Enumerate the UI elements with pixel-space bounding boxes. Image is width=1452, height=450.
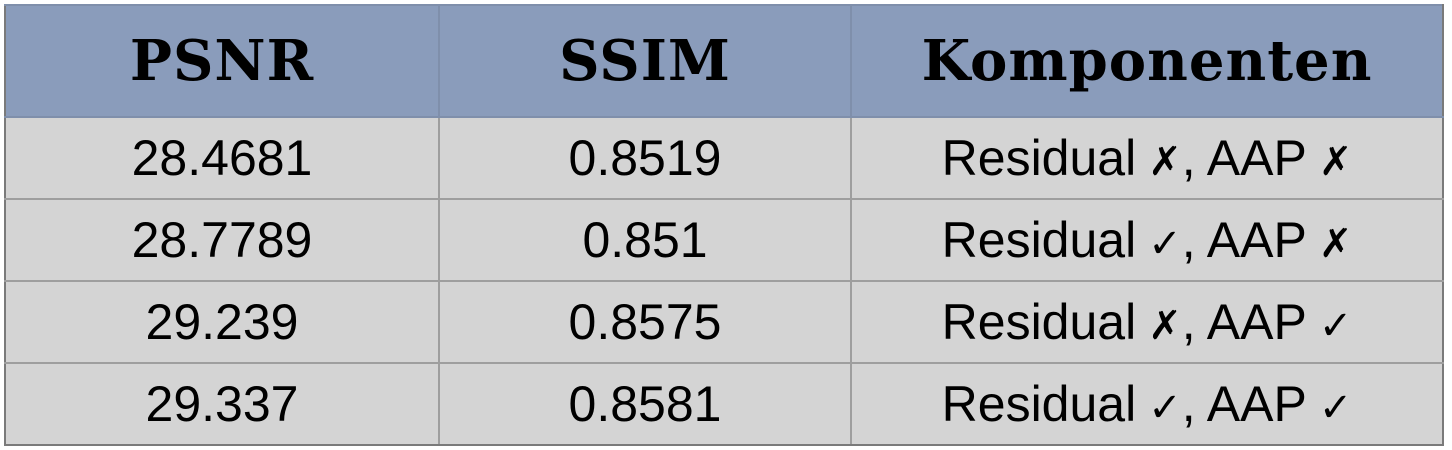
residual-mark: ✗ — [1148, 139, 1182, 185]
table-row: 29.337 0.8581 Residual ✓, AAP ✓ — [4, 362, 1444, 446]
results-table: PSNR SSIM Komponenten 28.4681 0.8519 Res… — [4, 4, 1444, 446]
components-cell: Residual ✗, AAP ✓ — [850, 280, 1444, 364]
aap-mark: ✗ — [1318, 221, 1353, 267]
residual-label: Residual — [941, 294, 1137, 350]
separator: , — [1181, 376, 1207, 432]
table-row: 28.4681 0.8519 Residual ✗, AAP ✗ — [4, 116, 1444, 200]
psnr-cell: 28.7789 — [4, 198, 440, 282]
residual-mark: ✓ — [1148, 385, 1182, 431]
aap-label: AAP — [1206, 130, 1307, 186]
psnr-cell: 28.4681 — [4, 116, 440, 200]
residual-mark: ✓ — [1148, 221, 1182, 267]
header-komponenten: Komponenten — [850, 4, 1444, 118]
table-row: 29.239 0.8575 Residual ✗, AAP ✓ — [4, 280, 1444, 364]
separator: , — [1181, 294, 1207, 350]
aap-label: AAP — [1206, 294, 1307, 350]
header-ssim: SSIM — [438, 4, 852, 118]
components-cell: Residual ✓, AAP ✓ — [850, 362, 1444, 446]
ssim-cell: 0.8581 — [438, 362, 852, 446]
components-cell: Residual ✓, AAP ✗ — [850, 198, 1444, 282]
residual-label: Residual — [941, 376, 1137, 432]
header-psnr: PSNR — [4, 4, 440, 118]
separator: , — [1181, 130, 1207, 186]
ssim-cell: 0.851 — [438, 198, 852, 282]
ssim-cell: 0.8575 — [438, 280, 852, 364]
aap-mark: ✓ — [1318, 303, 1353, 349]
separator: , — [1181, 212, 1207, 268]
table-row: 28.7789 0.851 Residual ✓, AAP ✗ — [4, 198, 1444, 282]
residual-label: Residual — [941, 130, 1137, 186]
aap-mark: ✓ — [1318, 385, 1353, 431]
components-cell: Residual ✗, AAP ✗ — [850, 116, 1444, 200]
residual-label: Residual — [941, 212, 1137, 268]
psnr-cell: 29.337 — [4, 362, 440, 446]
aap-mark: ✗ — [1318, 139, 1353, 185]
residual-mark: ✗ — [1148, 303, 1182, 349]
psnr-cell: 29.239 — [4, 280, 440, 364]
aap-label: AAP — [1206, 212, 1307, 268]
ssim-cell: 0.8519 — [438, 116, 852, 200]
header-row: PSNR SSIM Komponenten — [4, 4, 1444, 118]
aap-label: AAP — [1206, 376, 1307, 432]
